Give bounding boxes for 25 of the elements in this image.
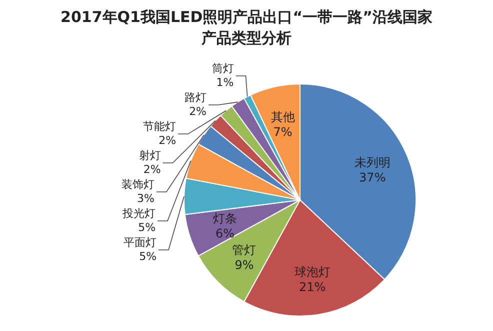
slice-label: 其他: [270, 110, 295, 124]
data-label: 21%: [299, 280, 326, 294]
data-label: 2%: [158, 134, 176, 147]
chart-title: 2017年Q1我国LED照明产品出口“一带一路”沿线国家产品类型分析: [60, 8, 432, 47]
slice-label: 球泡灯: [294, 264, 330, 279]
slice-label: 灯条: [212, 211, 237, 226]
slice-label: 筒灯: [212, 62, 234, 75]
slice-label: 路灯: [184, 90, 207, 104]
slice-label: 平面灯: [124, 236, 157, 249]
data-label: 5%: [138, 220, 156, 234]
data-label: 9%: [234, 258, 254, 272]
slice-label: 投光灯: [122, 206, 156, 220]
data-label: 3%: [136, 192, 154, 205]
data-label: 5%: [139, 250, 157, 263]
slice-label: 节能灯: [143, 120, 176, 133]
data-label: 1%: [216, 76, 234, 89]
data-label: 2%: [143, 162, 161, 176]
slice-label: 管灯: [232, 242, 256, 257]
data-label: 6%: [215, 226, 235, 240]
slice-label: 装饰灯: [121, 178, 154, 191]
slice-label: 射灯: [138, 148, 161, 162]
slice-label: 未列明: [354, 156, 390, 170]
data-label: 2%: [189, 104, 207, 118]
data-label: 7%: [273, 125, 292, 140]
data-label: 37%: [359, 170, 386, 185]
